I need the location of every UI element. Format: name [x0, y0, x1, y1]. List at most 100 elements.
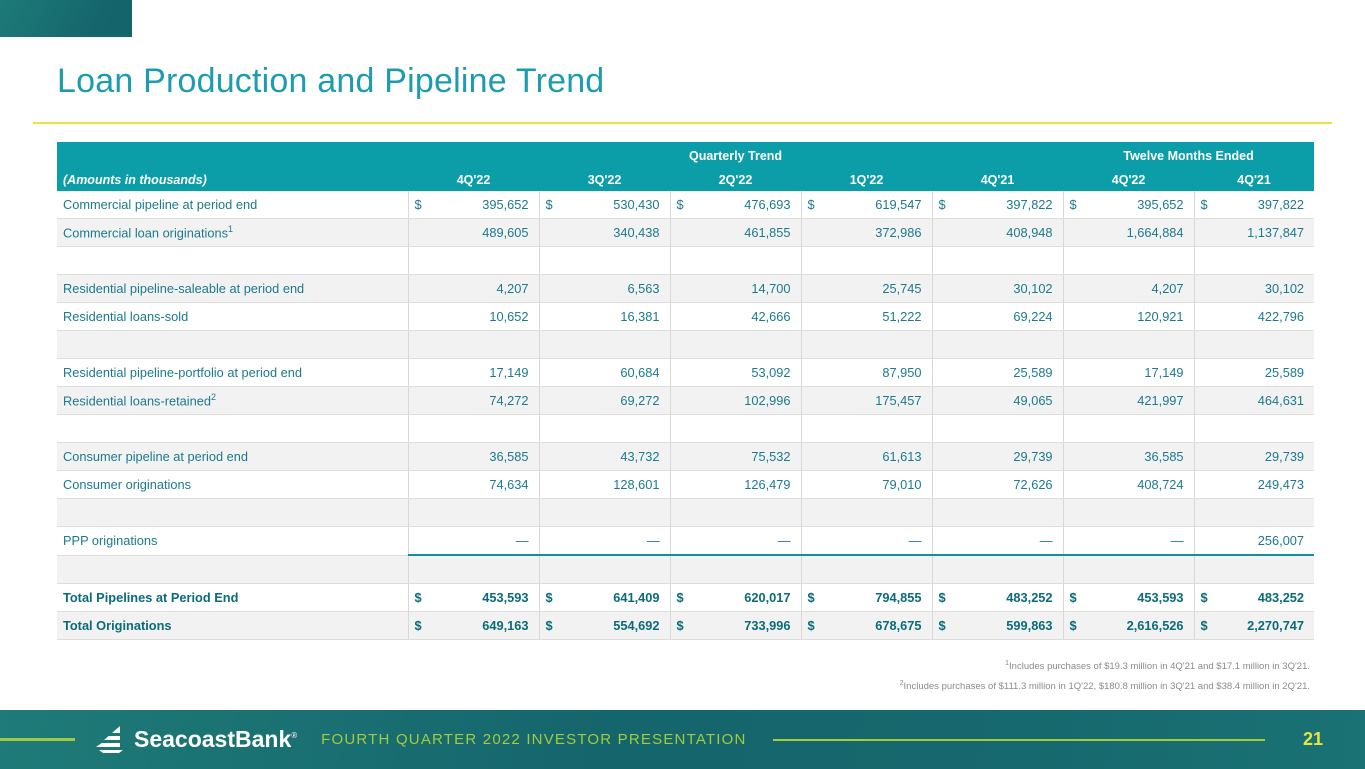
column-header: 4Q'22 — [408, 164, 539, 191]
value-cell — [669, 498, 801, 527]
column-header-row: (Amounts in thousands) 4Q'22 3Q'22 2Q'22 1Q… — [57, 164, 1315, 191]
group-header-twelve-months: Twelve Months Ended — [1063, 142, 1315, 164]
value-cell — [538, 246, 670, 275]
row-label — [57, 246, 408, 275]
value-cell: $453,593 — [1062, 583, 1195, 612]
presentation-label: FOURTH QUARTER 2022 INVESTOR PRESENTATIO… — [321, 731, 747, 748]
value-cell: 249,473 — [1193, 470, 1315, 499]
value-cell: $733,996 — [669, 611, 801, 640]
value-cell — [1062, 498, 1195, 527]
column-header: 4Q'22 — [1063, 164, 1195, 191]
value-cell: $2,270,747 — [1193, 611, 1315, 640]
value-cell — [669, 414, 801, 443]
table-row: Residential loans-sold 10,652 16,381 42,666… — [57, 302, 1315, 331]
value-cell: 36,585 — [1062, 442, 1195, 471]
value-cell: 79,010 — [800, 470, 932, 499]
dollar-sign: $ — [938, 590, 946, 605]
value-cell: 53,092 — [669, 358, 801, 387]
dollar-sign: $ — [1200, 590, 1208, 605]
value-cell: 10,652 — [407, 302, 539, 331]
column-header: 4Q'21 — [1194, 164, 1315, 191]
table-row: Commercial pipeline at period end $395,65… — [57, 191, 1315, 219]
row-label: PPP originations — [57, 526, 408, 556]
value-cell — [1193, 498, 1315, 527]
spacer-row — [57, 330, 1315, 359]
value-cell: 340,438 — [538, 218, 670, 247]
value-cell: 69,272 — [538, 386, 670, 415]
table-row: Total Originations $649,163 $554,692 $733,9… — [57, 611, 1315, 640]
value-cell: $619,547 — [800, 191, 932, 219]
value-cell — [538, 555, 670, 584]
value-cell: — — [407, 526, 539, 556]
title-underline — [33, 122, 1332, 124]
spacer-row — [57, 414, 1315, 443]
value-cell: 25,589 — [931, 358, 1064, 387]
value-cell: $397,822 — [1193, 191, 1315, 219]
value-cell — [407, 498, 539, 527]
value-cell — [538, 330, 670, 359]
table-row: Total Pipelines at Period End $453,593 $64… — [57, 583, 1315, 612]
value-cell: 408,724 — [1062, 470, 1195, 499]
footer-bar: SeacoastBank® FOURTH QUARTER 2022 INVEST… — [0, 710, 1365, 769]
seacoast-sail-icon — [96, 725, 123, 753]
footnote-2: 2Includes purchases of $111.3 million in… — [900, 675, 1310, 695]
value-cell — [669, 555, 801, 584]
dollar-sign: $ — [676, 590, 684, 605]
value-cell — [669, 246, 801, 275]
table-row: Consumer pipeline at period end 36,585 43,… — [57, 442, 1315, 471]
table-row: Residential loans-retained2 74,272 69,272 1… — [57, 386, 1315, 415]
value-cell: — — [538, 526, 670, 556]
value-cell: — — [1062, 526, 1195, 556]
value-cell — [407, 330, 539, 359]
footnote-1-marker: 1 — [1005, 660, 1010, 667]
value-cell — [1062, 246, 1195, 275]
table-row: Commercial loan originations1 489,605 340,… — [57, 218, 1315, 247]
footnote-1-text: Includes purchases of $19.3 million in 4… — [1009, 661, 1310, 673]
row-label — [57, 330, 408, 359]
value-cell: 61,613 — [800, 442, 932, 471]
row-label: Consumer originations — [57, 470, 408, 499]
value-cell — [931, 498, 1064, 527]
value-cell: 25,745 — [800, 274, 932, 303]
value-cell: $530,430 — [538, 191, 670, 219]
value-cell: $453,593 — [407, 583, 539, 612]
row-label: Residential loans-sold — [57, 302, 408, 331]
value-cell: 461,855 — [669, 218, 801, 247]
value-cell: 42,666 — [669, 302, 801, 331]
footer-rule-line — [772, 738, 1265, 741]
value-cell: 60,684 — [538, 358, 670, 387]
dollar-sign: $ — [1069, 618, 1077, 633]
dollar-sign: $ — [414, 197, 422, 212]
value-cell: 102,996 — [669, 386, 801, 415]
value-cell: 4,207 — [1062, 274, 1195, 303]
page-title: Loan Production and Pipeline Trend — [57, 62, 605, 100]
seacoast-logo: SeacoastBank® — [93, 725, 297, 755]
row-label — [57, 498, 408, 527]
value-cell: 16,381 — [538, 302, 670, 331]
brand-text: SeacoastBank® — [134, 726, 298, 752]
row-label: Total Originations — [57, 611, 408, 640]
row-label — [57, 414, 408, 443]
value-cell — [800, 330, 932, 359]
value-cell — [407, 555, 539, 584]
footnote-2-text: Includes purchases of $111.3 million in … — [903, 681, 1310, 693]
page-number: 21 — [1302, 729, 1323, 749]
value-cell: 29,739 — [1193, 442, 1315, 471]
value-cell: 408,948 — [931, 218, 1064, 247]
row-label: Commercial pipeline at period end — [57, 191, 408, 219]
table-row: Residential pipeline-saleable at period … — [57, 274, 1315, 303]
value-cell: $641,409 — [538, 583, 670, 612]
units-label: (Amounts in thousands) — [57, 164, 408, 191]
value-cell — [669, 330, 801, 359]
dollar-sign: $ — [807, 197, 815, 212]
footnote-1: 1Includes purchases of $19.3 million in … — [900, 655, 1310, 675]
value-cell: 489,605 — [407, 218, 539, 247]
value-cell: $483,252 — [1193, 583, 1315, 612]
value-cell — [538, 414, 670, 443]
value-cell: $397,822 — [931, 191, 1064, 219]
value-cell: 128,601 — [538, 470, 670, 499]
value-cell: 120,921 — [1062, 302, 1195, 331]
value-cell: $476,693 — [669, 191, 801, 219]
value-cell — [931, 246, 1064, 275]
value-cell: 372,986 — [800, 218, 932, 247]
